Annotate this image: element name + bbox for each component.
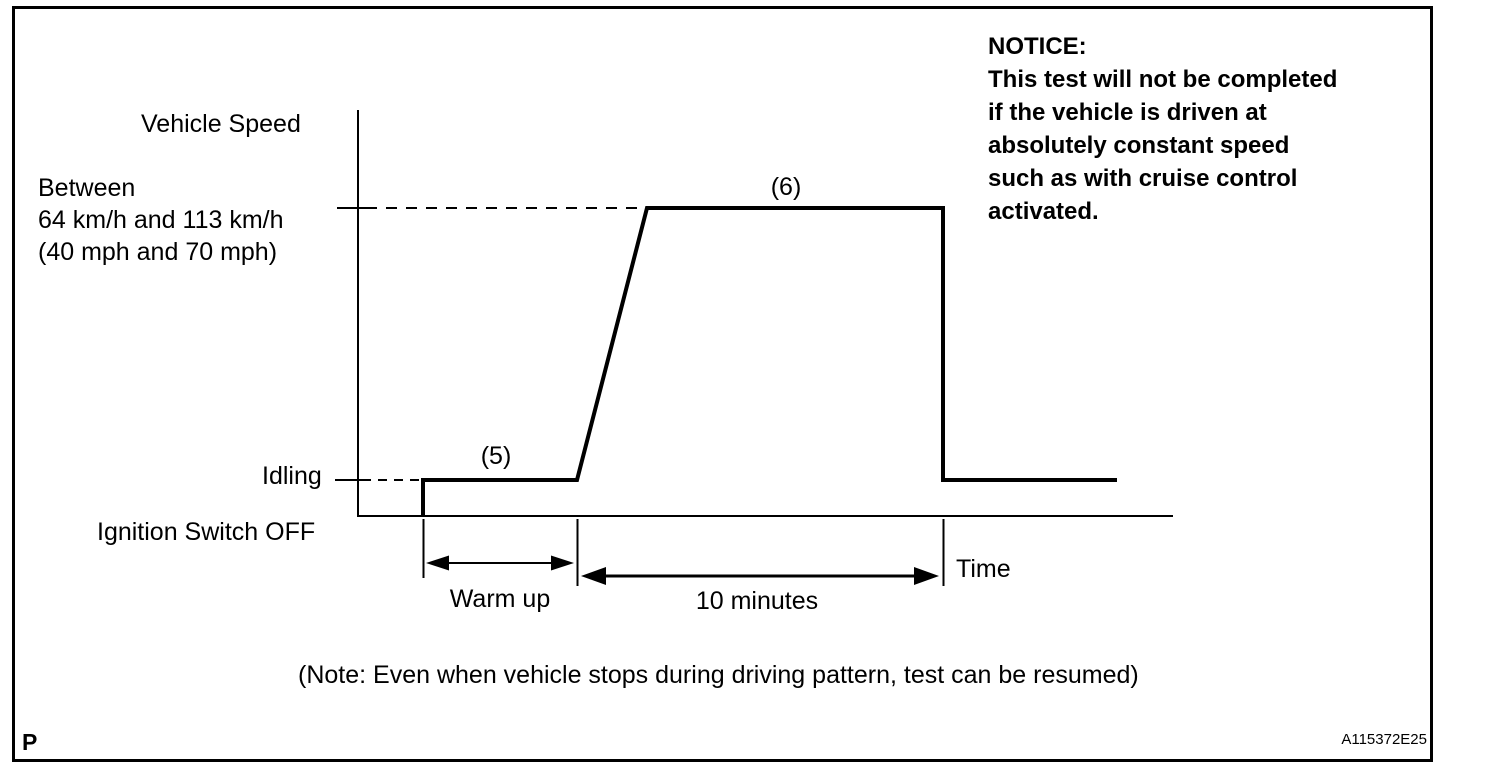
arrow-head-left-icon bbox=[426, 555, 449, 571]
warm-up-arrow bbox=[426, 555, 574, 571]
high-speed-range-line2: 64 km/h and 113 km/h bbox=[38, 206, 284, 234]
notice-line: such as with cruise control bbox=[988, 165, 1298, 192]
notice-title: NOTICE: bbox=[988, 33, 1087, 60]
step-6-marker: (6) bbox=[770, 173, 802, 201]
origin-label: Ignition Switch OFF bbox=[97, 518, 316, 546]
arrow-head-right-icon bbox=[914, 567, 939, 585]
ten-minutes-label: 10 minutes bbox=[695, 587, 819, 615]
arrow-head-left-icon bbox=[581, 567, 606, 585]
high-speed-range-label: Between 64 km/h and 113 km/h (40 mph and… bbox=[38, 172, 284, 268]
warm-up-label: Warm up bbox=[449, 585, 551, 613]
speed-curve bbox=[421, 206, 1117, 516]
x-axis-label: Time bbox=[956, 555, 1011, 583]
high-speed-range-line1: Between bbox=[38, 174, 136, 202]
resume-note: (Note: Even when vehicle stops during dr… bbox=[298, 661, 1139, 689]
arrow-head-right-icon bbox=[551, 555, 574, 571]
y-axis-label: Vehicle Speed bbox=[141, 110, 301, 138]
idle-level-label: Idling bbox=[262, 462, 322, 490]
figure-border bbox=[12, 6, 1433, 762]
high-speed-range-line3: (40 mph and 70 mph) bbox=[38, 238, 278, 266]
notice-line: activated. bbox=[988, 198, 1099, 225]
notice-block: NOTICE: This test will not be completed … bbox=[988, 30, 1337, 228]
notice-line: absolutely constant speed bbox=[988, 132, 1290, 159]
figure-code: A115372E25 bbox=[1341, 731, 1427, 748]
notice-line: This test will not be completed bbox=[988, 66, 1338, 93]
page-marker: P bbox=[22, 729, 38, 755]
ten-minutes-arrow bbox=[581, 567, 939, 585]
notice-line: if the vehicle is driven at bbox=[988, 99, 1267, 126]
step-5-marker: (5) bbox=[480, 442, 512, 470]
